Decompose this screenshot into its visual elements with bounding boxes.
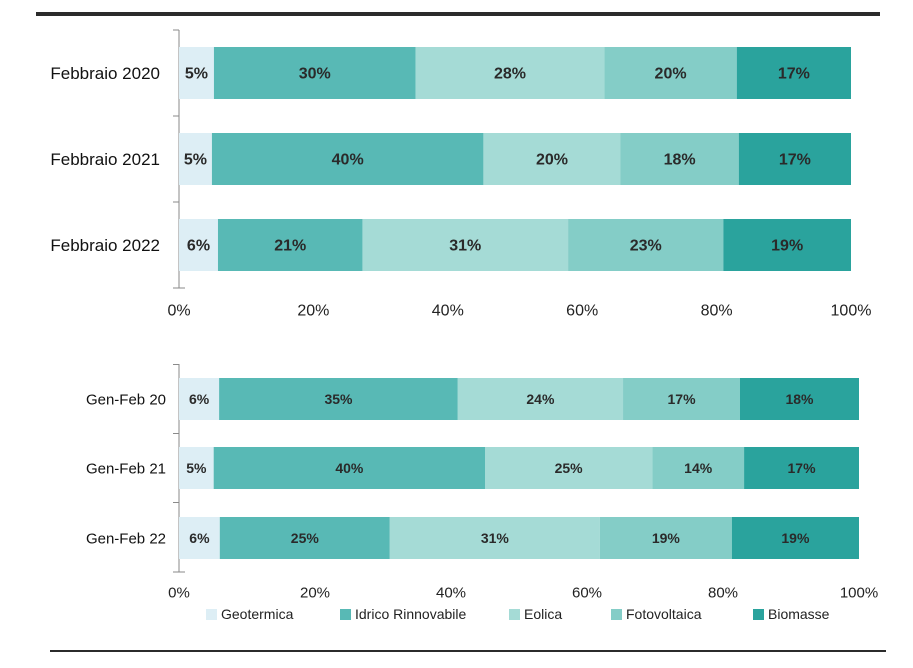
bar-segment-fotovoltaica [604,47,737,99]
data-label: 5% [185,66,208,83]
legend-label: Geotermica [221,606,294,622]
data-label: 14% [684,460,713,476]
bar-segment-geotermica [179,47,214,99]
bottom-rule [50,650,886,652]
data-label: 6% [189,391,210,407]
data-label: 35% [324,391,353,407]
x-tick-label: 20% [297,303,329,320]
data-label: 31% [481,530,510,546]
x-tick-label: 20% [300,584,330,601]
legend-label: Biomasse [768,606,830,622]
data-label: 6% [187,238,210,255]
bar-segment-eolica [483,133,621,185]
bar-segment-geotermica [179,517,220,559]
top-rule [36,12,880,16]
x-tick-label: 0% [168,584,190,601]
data-label: 30% [299,66,331,83]
category-label: Gen-Feb 22 [86,530,166,547]
category-label: Gen-Feb 20 [86,391,166,408]
bar-segment-biomasse [744,447,859,489]
bar-segment-idrico-rinnovabile [213,47,416,99]
bar-segment-biomasse [723,219,851,271]
bar-segment-biomasse [740,378,859,420]
data-label: 20% [655,66,687,83]
bar-segment-geotermica [179,219,218,271]
bar-segment-idrico-rinnovabile [219,378,458,420]
bar-segment-fotovoltaica [568,219,724,271]
data-label: 24% [526,391,555,407]
bar-segment-eolica [415,47,605,99]
legend-label: Idrico Rinnovabile [355,606,466,622]
data-label: 19% [771,238,803,255]
x-tick-label: 100% [840,584,878,601]
data-label: 40% [335,460,364,476]
bar-segment-fotovoltaica [623,378,740,420]
legend-swatch-geotermica [206,609,217,620]
bar-segment-eolica [457,378,624,420]
data-label: 5% [184,152,207,169]
legend-label: Fotovoltaica [626,606,702,622]
bar-segment-geotermica [179,133,212,185]
bar-segment-idrico-rinnovabile [213,447,485,489]
data-label: 25% [555,460,584,476]
bar-segment-biomasse [738,133,851,185]
x-tick-label: 40% [436,584,466,601]
x-tick-label: 80% [708,584,738,601]
data-label: 21% [274,238,306,255]
x-tick-label: 60% [566,303,598,320]
data-label: 40% [332,152,364,169]
legend-swatch-idrico-rinnovabile [340,609,351,620]
bar-segment-eolica [362,219,569,271]
bar-segment-fotovoltaica [620,133,739,185]
category-label: Febbraio 2022 [50,236,160,255]
data-label: 17% [779,152,811,169]
data-label: 28% [494,66,526,83]
x-tick-label: 40% [432,303,464,320]
x-tick-label: 80% [701,303,733,320]
data-label: 25% [291,530,320,546]
data-label: 17% [668,391,697,407]
bar-segment-geotermica [179,378,220,420]
legend-swatch-biomasse [753,609,764,620]
bar-segment-biomasse [736,47,851,99]
data-label: 17% [788,460,817,476]
data-label: 23% [630,238,662,255]
legend-label: Eolica [524,606,562,622]
x-tick-label: 60% [572,584,602,601]
legend-swatch-eolica [509,609,520,620]
data-label: 31% [449,238,481,255]
bar-segment-idrico-rinnovabile [217,219,363,271]
bar-segment-idrico-rinnovabile [211,133,484,185]
bar-segment-geotermica [179,447,214,489]
data-label: 6% [189,530,210,546]
bar-segment-fotovoltaica [652,447,745,489]
x-tick-label: 100% [831,303,872,320]
bar-segment-eolica [485,447,653,489]
data-label: 20% [536,152,568,169]
data-label: 18% [785,391,814,407]
data-label: 19% [652,530,681,546]
data-label: 19% [781,530,810,546]
data-label: 18% [664,152,696,169]
bar-segment-fotovoltaica [599,517,732,559]
category-label: Febbraio 2020 [50,64,160,83]
category-label: Febbraio 2021 [50,150,160,169]
bar-segment-idrico-rinnovabile [219,517,390,559]
x-tick-label: 0% [167,303,190,320]
bar-segment-biomasse [731,517,859,559]
legend-swatch-fotovoltaica [611,609,622,620]
bar-segment-eolica [389,517,600,559]
data-label: 5% [186,460,207,476]
data-label: 17% [778,66,810,83]
category-label: Gen-Feb 21 [86,460,166,477]
